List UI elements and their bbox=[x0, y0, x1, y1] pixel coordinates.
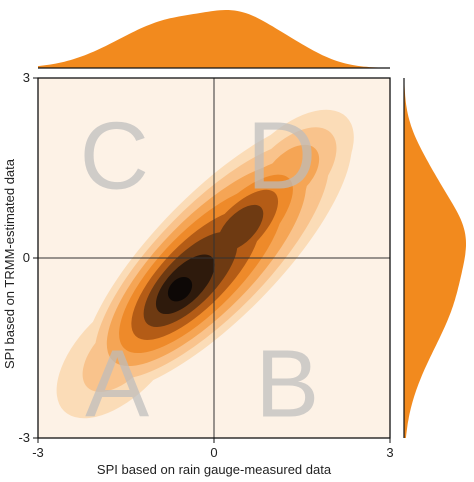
top-marginal-area bbox=[38, 10, 390, 68]
y-tick-label: -3 bbox=[18, 430, 30, 445]
quadrant-label-c: C bbox=[80, 103, 149, 210]
quadrant-labels: C D A B bbox=[80, 103, 320, 438]
density-contour-level bbox=[167, 276, 193, 302]
y-axis-label: SPI based on TRMM-estimated data bbox=[2, 158, 17, 369]
x-tick-label: -3 bbox=[32, 445, 44, 460]
density-contour-level bbox=[217, 204, 264, 252]
density-contours bbox=[56, 109, 354, 419]
right-marginal-density bbox=[403, 78, 466, 438]
reference-lines bbox=[38, 78, 390, 438]
quadrant-label-b: B bbox=[255, 331, 319, 438]
x-tick-label: 3 bbox=[386, 445, 393, 460]
top-marginal-density bbox=[38, 10, 390, 69]
x-tick-label: 0 bbox=[210, 445, 217, 460]
quadrant-label-a: A bbox=[85, 331, 149, 438]
y-tick-label: 3 bbox=[23, 70, 30, 85]
quadrant-label-d: D bbox=[247, 103, 316, 210]
y-tick-label: 0 bbox=[23, 250, 30, 265]
axis-ticks: -3 0 3 -3 0 3 bbox=[18, 70, 393, 460]
right-marginal-area bbox=[404, 78, 466, 438]
x-axis-label: SPI based on rain gauge-measured data bbox=[97, 462, 332, 477]
